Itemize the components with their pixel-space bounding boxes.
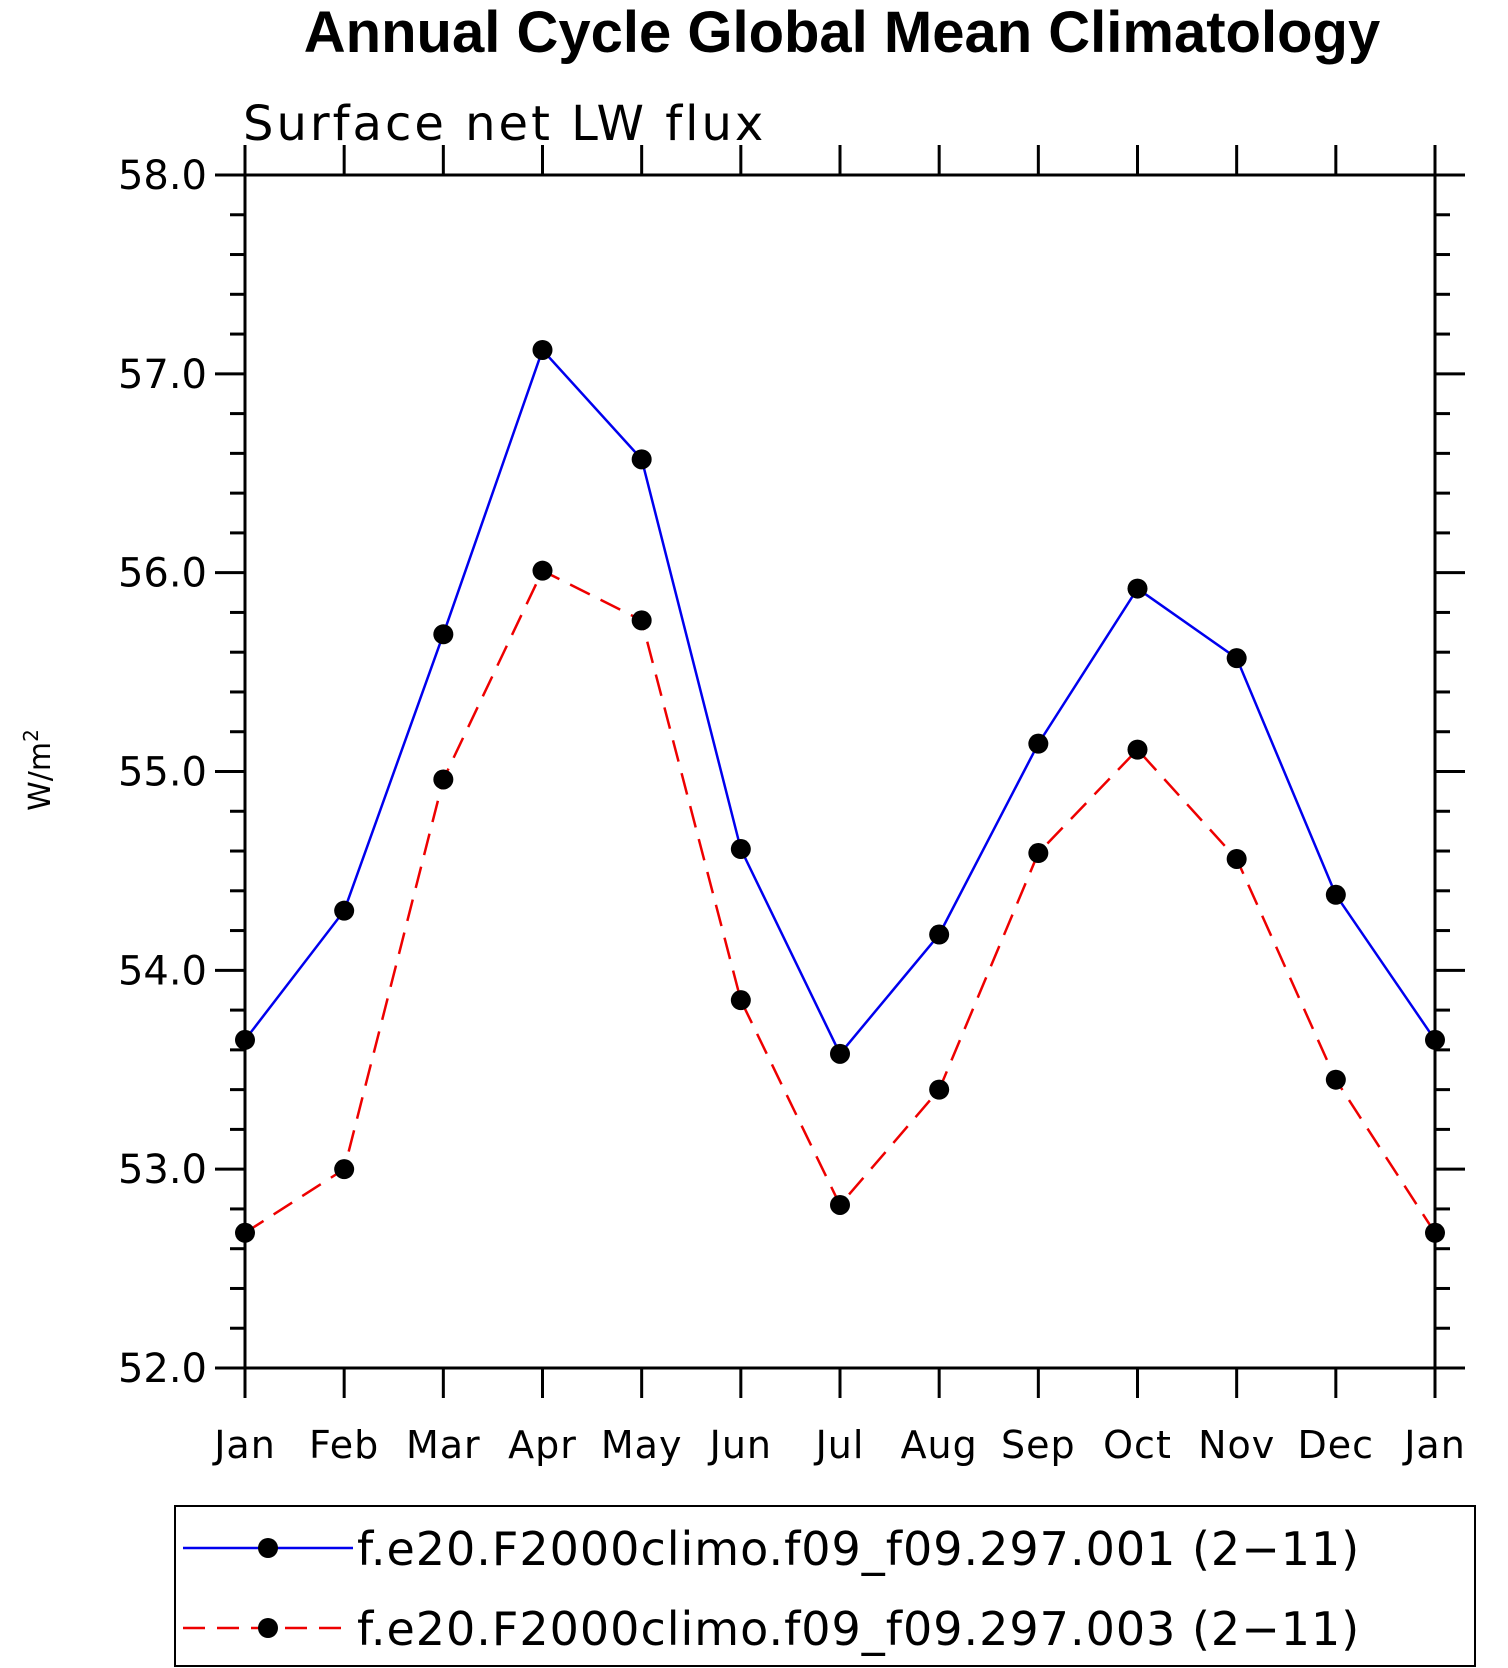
x-tick-label: Apr bbox=[508, 1423, 577, 1467]
series-1-point bbox=[929, 924, 950, 945]
series-2-point bbox=[1325, 1069, 1346, 1090]
series-1-point bbox=[1325, 884, 1346, 905]
series-2-point bbox=[1028, 843, 1049, 864]
y-tick-label: 52.0 bbox=[118, 1346, 207, 1392]
series-1-point bbox=[532, 339, 553, 360]
series-2-point bbox=[1127, 739, 1148, 760]
y-axis-label-superscript: 2 bbox=[19, 729, 43, 742]
x-tick-label: Nov bbox=[1198, 1423, 1275, 1467]
series-line-1 bbox=[244, 347, 1437, 1057]
y-tick-label: 58.0 bbox=[118, 153, 207, 199]
y-tick-label: 53.0 bbox=[118, 1147, 207, 1193]
plot-frame bbox=[243, 173, 1437, 1370]
series-1-point bbox=[433, 624, 454, 645]
series-lines bbox=[244, 347, 1437, 1234]
x-tick-label: Oct bbox=[1103, 1423, 1172, 1467]
y-tick-label: 57.0 bbox=[118, 352, 207, 398]
legend-marker-1 bbox=[258, 1538, 278, 1558]
y-axis-label: W/m2 bbox=[19, 729, 58, 811]
y-tick-label: 55.0 bbox=[118, 750, 207, 796]
x-tick-label: Jun bbox=[708, 1423, 772, 1467]
series-2-point bbox=[1226, 848, 1247, 869]
series-markers bbox=[235, 339, 1445, 1243]
x-tick-labels: Jan Feb Mar Apr May Jun Jul Aug Sep Oct Nov Dec Jan bbox=[212, 1423, 1466, 1467]
series-1-point bbox=[1127, 578, 1148, 599]
y-tick-labels: 52.0 53.0 54.0 55.0 56.0 57.0 58.0 bbox=[118, 153, 207, 1392]
series-2-point bbox=[433, 769, 454, 790]
legend: f.e20.F2000climo.f09_f09.297.001 (2−11) f… bbox=[183, 1522, 1360, 1656]
x-tick-label: Feb bbox=[309, 1423, 379, 1467]
x-tick-label: Mar bbox=[406, 1423, 481, 1467]
series-1-point bbox=[830, 1043, 850, 1064]
x-tick-label: Aug bbox=[901, 1423, 978, 1467]
y-axis-label-base: W/m bbox=[23, 742, 58, 811]
series-2-point bbox=[631, 610, 652, 631]
y-tick-label: 54.0 bbox=[118, 948, 207, 994]
legend-marker-2 bbox=[258, 1618, 278, 1638]
x-tick-label: Jan bbox=[212, 1423, 276, 1467]
chart-subtitle: Surface net LW flux bbox=[243, 96, 766, 152]
series-2-point bbox=[730, 990, 751, 1011]
series-1-point bbox=[334, 900, 355, 921]
legend-label-1: f.e20.F2000climo.f09_f09.297.001 (2−11) bbox=[357, 1522, 1360, 1576]
series-2-point bbox=[830, 1194, 850, 1215]
series-2-point bbox=[929, 1079, 950, 1100]
series-1-point bbox=[730, 839, 751, 860]
legend-label-2: f.e20.F2000climo.f09_f09.297.003 (2−11) bbox=[357, 1602, 1360, 1656]
x-tick-label: Sep bbox=[1001, 1423, 1076, 1467]
x-tick-label: Jan bbox=[1402, 1423, 1466, 1467]
x-tick-label: Dec bbox=[1298, 1423, 1375, 1467]
x-tick-label: May bbox=[601, 1423, 683, 1467]
series-line-2 bbox=[244, 569, 1437, 1234]
x-tick-label: Jul bbox=[814, 1423, 865, 1467]
legend-box bbox=[174, 1505, 1476, 1667]
chart-title: Annual Cycle Global Mean Climatology bbox=[304, 0, 1380, 65]
series-1-point bbox=[631, 449, 652, 470]
axis-ticks bbox=[215, 145, 1465, 1398]
series-2-point bbox=[532, 560, 553, 581]
series-2-point bbox=[334, 1159, 355, 1180]
series-1-point bbox=[1028, 733, 1049, 754]
series-1-point bbox=[1226, 648, 1247, 669]
y-tick-label: 56.0 bbox=[118, 551, 207, 597]
